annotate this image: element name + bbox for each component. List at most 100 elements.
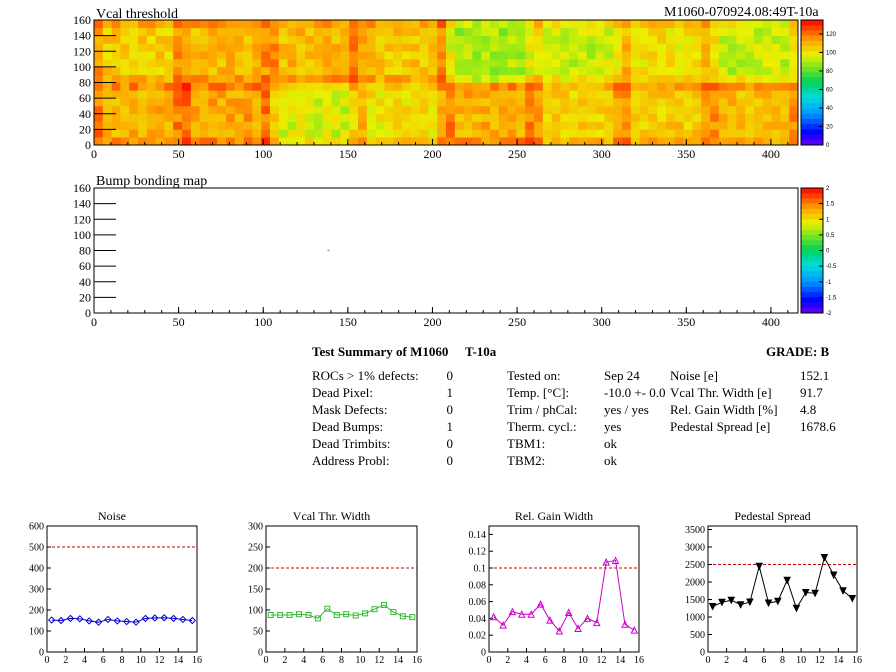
heatmap-cell — [146, 129, 156, 138]
heatmap-cell — [234, 51, 244, 60]
heatmap-cell — [366, 90, 376, 99]
heatmap-cell — [674, 66, 684, 75]
heatmap-cell — [534, 20, 544, 29]
heatmap-cell — [190, 74, 200, 83]
colorbar-segment — [801, 77, 823, 83]
heatmap-cell — [164, 51, 174, 60]
heatmap-cell — [666, 27, 676, 36]
heatmap-cell — [270, 20, 280, 29]
heatmap-cell — [226, 82, 236, 91]
heatmap-cell — [534, 43, 544, 52]
heatmap-cell — [578, 59, 588, 68]
x-tick-label: 12 — [155, 655, 165, 666]
heatmap-cell — [164, 121, 174, 130]
heatmap-cell — [173, 137, 183, 146]
heatmap-cell — [437, 105, 447, 115]
heatmap-cell — [190, 66, 200, 75]
heatmap-cell — [613, 137, 623, 146]
heatmap-cell — [622, 74, 632, 83]
heatmap-cell — [375, 82, 385, 91]
heatmap-cell — [419, 35, 429, 44]
heatmap-cell — [437, 129, 447, 138]
heatmap-cell — [525, 27, 535, 36]
heatmap-cell — [481, 27, 491, 36]
heatmap-cell — [155, 27, 165, 36]
heatmap-cell — [639, 90, 649, 99]
x-tick-label: 12 — [597, 655, 607, 666]
heatmap-cell — [604, 66, 614, 75]
heatmap-cell — [437, 90, 447, 99]
heatmap-cell — [111, 82, 121, 91]
heatmap-cell — [727, 59, 737, 68]
heatmap-cell — [199, 20, 209, 29]
plot-frame — [707, 525, 858, 653]
heatmap-cell — [437, 74, 447, 83]
heatmap-cell — [507, 59, 517, 68]
heatmap-cell — [261, 129, 271, 138]
heatmap-cell — [358, 51, 368, 60]
heatmap-cell — [270, 51, 280, 60]
colorbar-segment — [801, 234, 823, 241]
x-tick-label: 0 — [91, 315, 97, 329]
heatmap-cell — [94, 74, 104, 83]
heatmap-cell — [525, 137, 535, 146]
heatmap-cell — [155, 59, 165, 68]
heatmap-cell — [375, 51, 385, 60]
heatmap-cell — [252, 137, 262, 146]
heatmap-cell — [727, 105, 737, 115]
heatmap-cell — [657, 20, 667, 29]
heatmap-cell — [736, 27, 746, 36]
heatmap-cell — [243, 59, 253, 68]
heatmap-cell — [534, 90, 544, 99]
heatmap-cell — [138, 66, 148, 75]
heatmap-cell — [754, 105, 764, 115]
heatmap-cell — [569, 74, 579, 83]
y-tick-label: 2000 — [685, 578, 705, 589]
x-tick-label: 250 — [508, 147, 526, 160]
heatmap-cell — [780, 129, 790, 138]
heatmap-cell — [278, 98, 288, 107]
heatmap-cell — [340, 98, 350, 107]
heatmap-cell — [243, 121, 253, 130]
heatmap-cell — [630, 59, 640, 68]
heatmap-cell — [481, 129, 491, 138]
x-tick-label: 400 — [762, 147, 780, 160]
heatmap-cell — [314, 105, 324, 115]
x-tick-label: 4 — [82, 655, 87, 666]
heatmap-cell — [278, 27, 288, 36]
heatmap-cell — [111, 27, 121, 36]
heatmap-cell — [164, 98, 174, 107]
y-tick-label: 3000 — [685, 543, 705, 554]
data-point — [122, 617, 131, 626]
heatmap-cell — [586, 35, 596, 44]
heatmap-cell — [498, 105, 508, 115]
heatmap-cell — [393, 20, 403, 29]
heatmap-cell — [270, 82, 280, 91]
data-point — [286, 612, 293, 619]
heatmap-cell — [366, 82, 376, 91]
heatmap-cell — [305, 20, 315, 29]
heatmap-cell — [102, 137, 112, 146]
heatmap-cell — [622, 51, 632, 60]
heatmap-cell — [287, 98, 297, 107]
heatmap-cell — [314, 66, 324, 75]
heatmap-cell — [428, 66, 438, 75]
heatmap-cell — [243, 20, 253, 29]
heatmap-cell — [490, 74, 500, 83]
heatmap-cell — [410, 35, 420, 44]
heatmap-cell — [261, 74, 271, 83]
heatmap-cell — [419, 82, 429, 91]
heatmap-cell — [146, 105, 156, 115]
heatmap-cell — [683, 51, 693, 60]
y-tick-label: 100 — [248, 606, 263, 617]
data-point — [736, 601, 745, 609]
heatmap-cell — [261, 98, 271, 107]
heatmap-cell — [138, 20, 148, 29]
heatmap-cell — [516, 98, 526, 107]
heatmap-cell — [613, 35, 623, 44]
heatmap-cell — [622, 98, 632, 107]
heatmap-cell — [551, 43, 561, 52]
heatmap-cell — [252, 90, 262, 99]
heatmap-cell — [243, 105, 253, 115]
heatmap-cell — [683, 113, 693, 122]
